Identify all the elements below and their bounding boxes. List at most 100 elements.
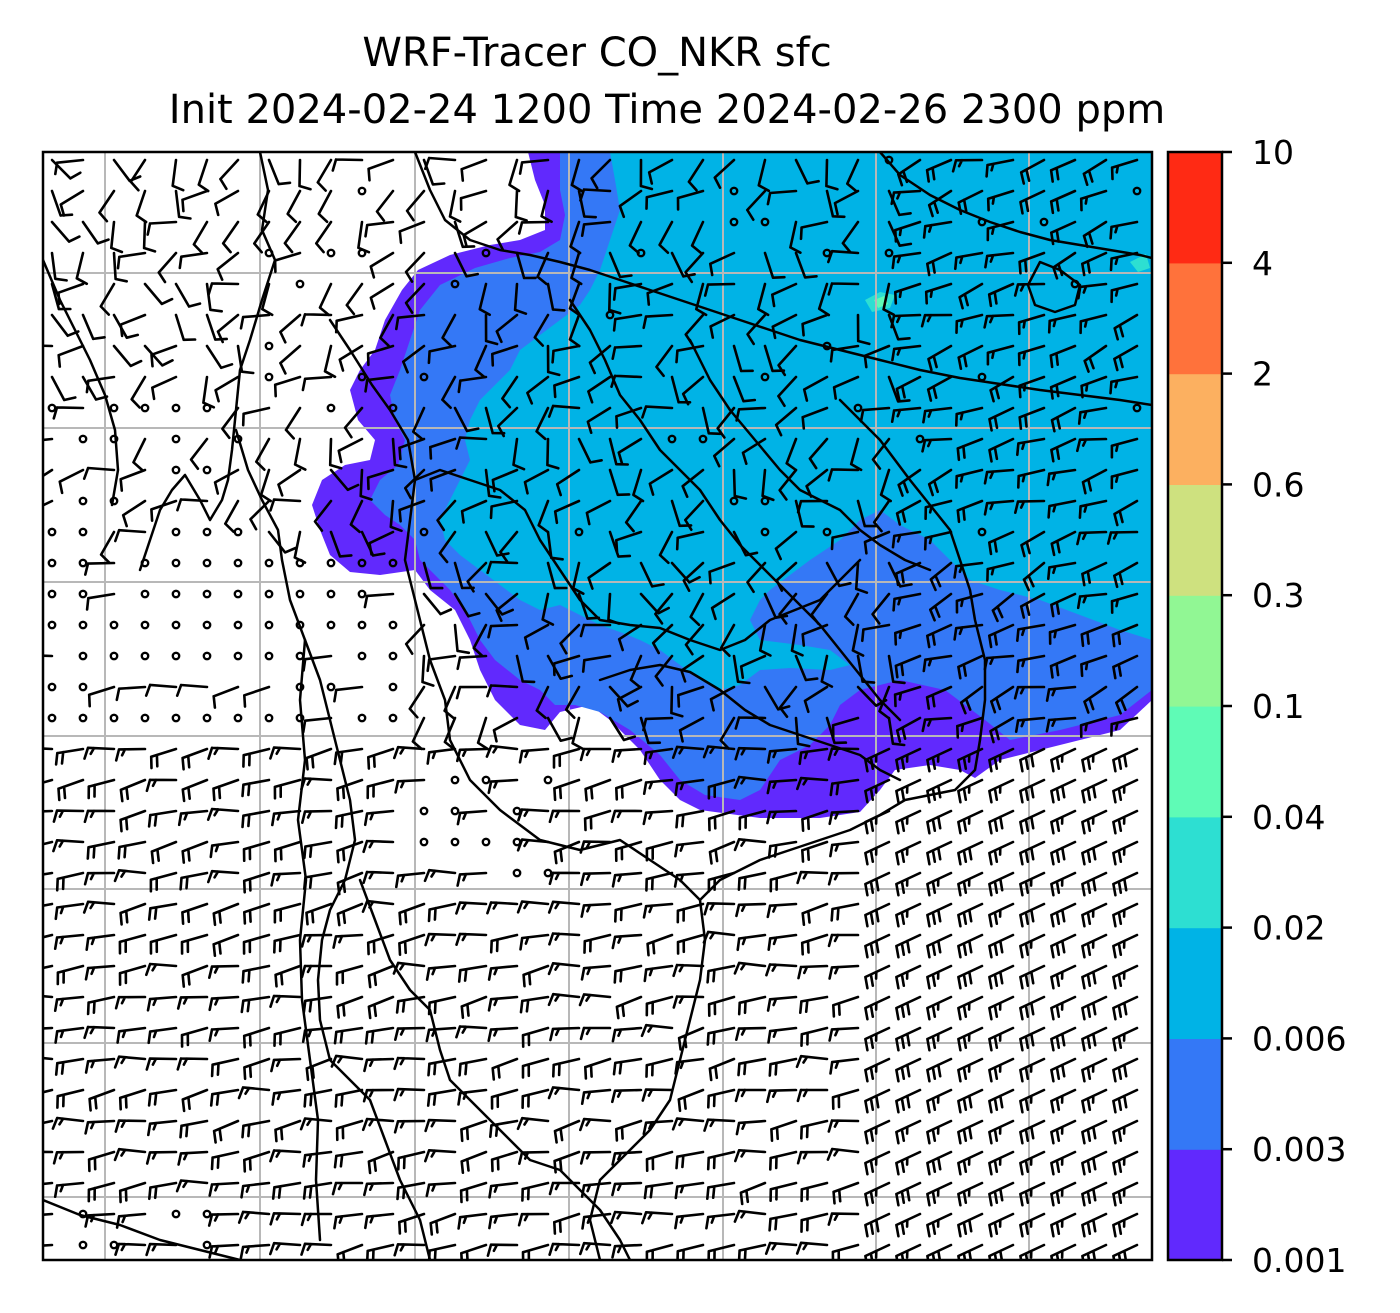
wind-barb [990, 685, 1015, 714]
wind-barb [1014, 716, 1046, 733]
wind-barb [953, 623, 984, 641]
wind-barb [115, 1212, 147, 1229]
wind-barb [829, 1057, 860, 1075]
calm-wind-marker [388, 620, 398, 630]
wind-barb [1112, 871, 1139, 897]
wind-barb [118, 964, 147, 986]
wind-barb [988, 1243, 1015, 1260]
wind-barb [680, 654, 705, 683]
wind-barb [612, 1057, 643, 1076]
wind-barb [642, 1119, 674, 1136]
wind-barb [639, 561, 665, 588]
wind-barb [825, 561, 852, 588]
calm-wind-marker [78, 496, 88, 506]
wind-barb [424, 156, 457, 171]
colorbar-segment [1168, 373, 1222, 485]
wind-barb [872, 499, 891, 533]
wind-barb [81, 313, 106, 341]
wind-barb [273, 902, 302, 924]
wind-barb [1081, 840, 1108, 866]
wind-barb [54, 1057, 85, 1076]
wind-barb [864, 809, 891, 835]
wind-barb [488, 1212, 519, 1230]
wind-barb [548, 1181, 581, 1196]
wind-barb [547, 404, 581, 418]
wind-barb [927, 344, 953, 372]
wind-barb [1050, 933, 1077, 959]
colorbar-tick-label: 0.006 [1252, 1019, 1346, 1058]
wind-barb [770, 1119, 798, 1142]
wind-barb [610, 374, 643, 388]
wind-barb [956, 499, 984, 524]
wind-barb [926, 1119, 953, 1145]
wind-barb [305, 747, 333, 771]
wind-barb [181, 747, 209, 771]
wind-barb [208, 1243, 240, 1259]
wind-barb [145, 1057, 178, 1071]
wind-barb [87, 778, 116, 800]
wind-barb [367, 747, 395, 770]
wind-barb [580, 902, 612, 918]
wind-barb [642, 716, 674, 732]
wind-barb [273, 933, 302, 954]
wind-barb [987, 282, 1015, 308]
wind-barb [887, 716, 906, 747]
wind-barb [455, 901, 488, 915]
wind-barb [145, 1242, 178, 1257]
plume-level-0.02-patch-2 [1130, 254, 1150, 272]
wind-barb [801, 406, 829, 430]
wind-barb [654, 654, 674, 687]
wind-barb [118, 1181, 147, 1204]
wind-barb [611, 344, 643, 360]
calm-wind-marker [450, 806, 460, 816]
wind-barb [117, 840, 147, 860]
wind-barb [895, 871, 922, 897]
wind-barb [99, 282, 116, 316]
wind-barb [794, 716, 811, 748]
wind-barb [363, 809, 395, 827]
wind-barb [861, 623, 891, 643]
wind-barb [1083, 685, 1108, 714]
wind-barb [176, 1057, 209, 1071]
wind-barb [986, 561, 1015, 582]
wind-barb [894, 623, 922, 646]
wind-barb [425, 1026, 457, 1043]
calm-wind-marker [171, 558, 181, 568]
wind-barb [300, 1212, 333, 1227]
wind-barb [826, 1147, 860, 1161]
wind-barb [512, 437, 526, 471]
calm-wind-marker [357, 589, 367, 599]
wind-barb [364, 375, 395, 393]
wind-barb [521, 1243, 550, 1260]
wind-barb [801, 902, 829, 926]
wind-barb [615, 1119, 643, 1142]
calm-wind-marker [481, 837, 491, 847]
wind-barb [81, 375, 109, 401]
wind-barb [121, 499, 147, 528]
wind-barb [207, 282, 240, 296]
wind-barb [214, 375, 240, 403]
wind-barb [612, 313, 643, 332]
wind-barb [210, 1150, 240, 1171]
wind-barb [584, 778, 612, 802]
wind-barb [150, 344, 178, 368]
wind-barb [317, 189, 333, 224]
wind-barb [926, 375, 953, 402]
calm-wind-marker [419, 372, 429, 382]
wind-barb [763, 251, 786, 279]
wind-barb [487, 1026, 519, 1043]
wind-barb [84, 1057, 116, 1074]
calm-wind-marker [140, 651, 150, 661]
wind-barb [895, 716, 922, 743]
wind-barb [398, 437, 426, 461]
wind-barb [926, 809, 953, 835]
wind-barb [684, 499, 705, 531]
colorbar-segment [1168, 927, 1222, 1039]
wind-barb [590, 158, 612, 190]
wind-barb [651, 623, 674, 655]
wind-barb [208, 1026, 240, 1042]
wind-barb [1112, 1088, 1139, 1114]
wind-barb [678, 716, 705, 743]
calm-wind-marker [202, 651, 212, 661]
wind-barb [181, 840, 209, 864]
